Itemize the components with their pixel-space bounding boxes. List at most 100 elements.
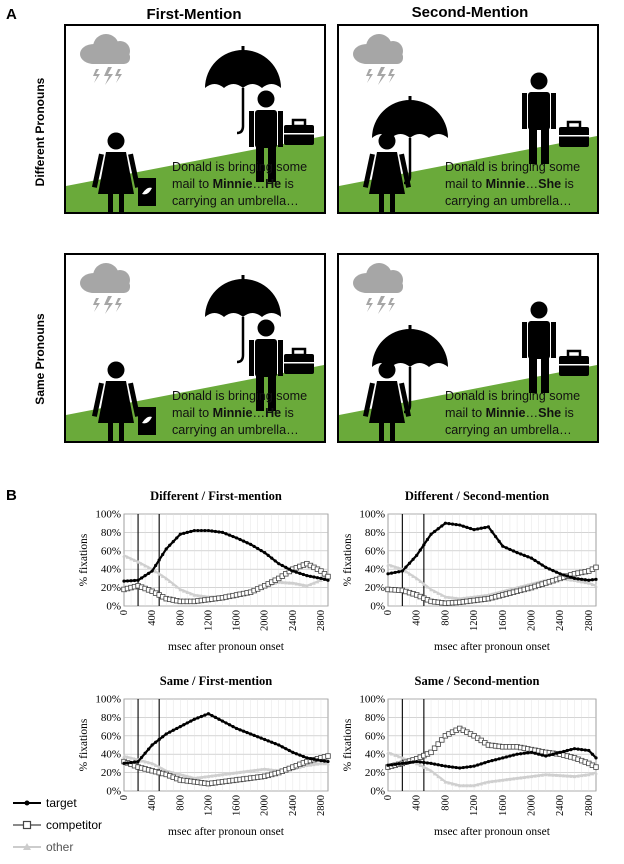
- x-tick-label: 1200: [469, 795, 480, 816]
- point-other: [529, 774, 534, 779]
- point-target: [587, 578, 591, 582]
- point-target: [522, 553, 526, 558]
- point-target: [213, 529, 218, 534]
- y-tick-label: 80%: [365, 527, 385, 539]
- point-target: [529, 556, 534, 560]
- point-target: [429, 761, 433, 766]
- point-target: [486, 759, 491, 764]
- point-target: [551, 752, 555, 756]
- point-target: [129, 579, 133, 583]
- chart-title-different-second: Different / Second-mention: [404, 489, 550, 503]
- point-competitor: [318, 568, 324, 574]
- point-other: [143, 563, 147, 568]
- x-tick-label: 1600: [498, 795, 509, 816]
- point-target: [447, 522, 451, 526]
- point-target: [150, 743, 154, 747]
- point-other: [122, 754, 126, 758]
- point-other: [565, 577, 570, 582]
- y-tick-label: 0%: [106, 601, 121, 613]
- point-other: [418, 763, 423, 768]
- point-other: [450, 781, 455, 786]
- legend-competitor-label: competitor: [46, 818, 103, 832]
- point-target: [245, 541, 249, 545]
- point-target: [576, 577, 580, 581]
- x-tick-label: 1600: [232, 795, 243, 816]
- point-other: [196, 775, 200, 780]
- x-tick-label: 1200: [469, 610, 480, 631]
- woman-figure-icon: [362, 361, 412, 441]
- point-other: [443, 780, 448, 784]
- point-other: [386, 750, 390, 755]
- point-competitor: [593, 564, 599, 571]
- point-other: [178, 587, 183, 592]
- point-target: [590, 578, 595, 582]
- point-target: [238, 728, 242, 732]
- point-competitor: [325, 573, 331, 580]
- point-target: [483, 761, 487, 765]
- point-target: [454, 522, 458, 527]
- point-other: [429, 587, 433, 592]
- plot-area: [387, 513, 597, 607]
- point-target: [497, 539, 501, 543]
- point-target: [266, 739, 270, 743]
- point-target: [273, 742, 277, 746]
- point-target: [537, 752, 541, 756]
- point-target: [249, 542, 253, 546]
- point-other: [305, 763, 309, 768]
- point-competitor: [321, 571, 328, 577]
- point-other: [500, 778, 505, 782]
- point-target: [322, 577, 327, 581]
- point-target: [450, 765, 455, 769]
- point-target: [562, 573, 566, 577]
- point-other: [475, 782, 480, 787]
- y-tick-label: 20%: [101, 582, 121, 594]
- point-other: [220, 772, 225, 777]
- mail-bag-icon: [138, 407, 156, 435]
- point-other: [457, 783, 462, 788]
- point-target: [132, 760, 137, 764]
- point-target: [493, 534, 498, 539]
- point-other: [540, 773, 545, 777]
- point-target: [139, 755, 144, 760]
- point-other: [447, 780, 451, 785]
- y-tick-label: 80%: [101, 527, 121, 539]
- point-target: [291, 750, 295, 754]
- point-target: [178, 725, 182, 729]
- point-target: [199, 528, 203, 533]
- x-tick-label: 2400: [288, 795, 299, 816]
- point-other: [454, 596, 458, 600]
- point-other: [276, 580, 281, 584]
- point-target: [284, 747, 288, 751]
- point-other: [522, 775, 527, 779]
- point-other: [199, 594, 204, 598]
- point-target: [122, 761, 126, 766]
- point-target: [508, 547, 512, 552]
- umbrella-icon: [205, 275, 281, 364]
- point-target: [241, 729, 246, 733]
- point-other: [479, 781, 484, 786]
- y-tick-label: 40%: [101, 564, 121, 576]
- legend-target-label: target: [46, 796, 77, 810]
- point-other: [171, 582, 176, 586]
- y-tick-label: 20%: [101, 767, 121, 779]
- point-target: [393, 570, 397, 575]
- point-target: [189, 529, 193, 534]
- x-tick-label: 400: [147, 610, 158, 626]
- point-other: [181, 773, 186, 778]
- point-target: [587, 748, 591, 753]
- point-target: [185, 721, 189, 725]
- point-other: [511, 776, 516, 781]
- point-target: [479, 762, 483, 766]
- point-target: [301, 754, 305, 759]
- point-target: [407, 561, 412, 565]
- point-target: [185, 530, 189, 535]
- x-tick-label: 2000: [526, 795, 537, 816]
- point-target: [154, 740, 158, 744]
- point-target: [203, 713, 207, 717]
- point-other: [425, 584, 430, 589]
- point-other: [174, 771, 179, 776]
- x-tick-label: 0: [383, 610, 394, 615]
- point-target: [326, 578, 330, 582]
- point-other: [418, 579, 423, 583]
- x-tick-label: 1200: [203, 795, 214, 816]
